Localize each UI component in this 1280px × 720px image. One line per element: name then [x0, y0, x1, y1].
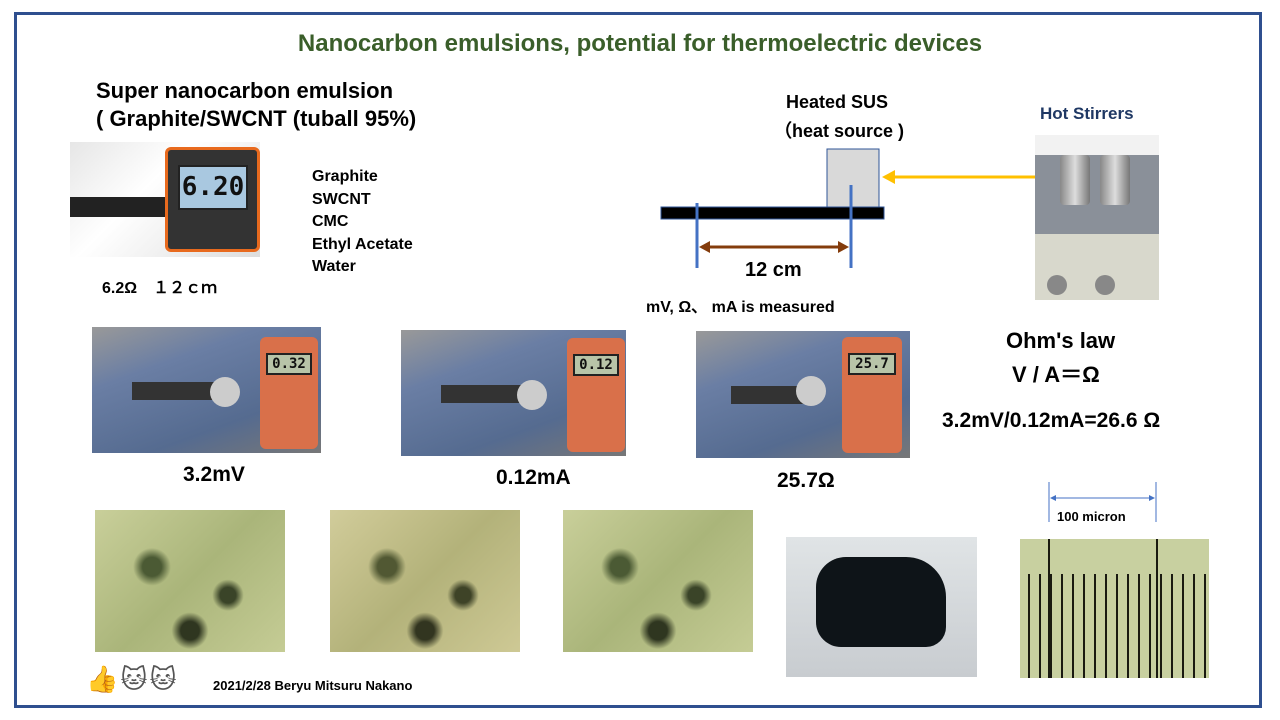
current-photo: 0.12	[401, 330, 626, 456]
meter-display: 6.20	[178, 165, 248, 210]
slide-frame	[14, 12, 1262, 708]
lucky-cat-icon: 🐱	[120, 664, 150, 694]
meter-display: 25.7	[848, 353, 896, 375]
ingredient: SWCNT	[312, 190, 371, 208]
resistance-photo: 6.20	[70, 142, 260, 257]
micrograph-1	[95, 510, 285, 652]
heated-sus-block	[826, 148, 880, 208]
ohms-law-title: Ohm's law	[1006, 328, 1116, 353]
ingredient: Ethyl Acetate	[312, 235, 413, 253]
emulsion-strip	[660, 206, 885, 220]
micrometer-photo	[1020, 539, 1209, 678]
ingredient: Graphite	[312, 168, 378, 185]
hot-stirrers-label: Hot Stirrers	[1040, 104, 1134, 123]
micrograph-2	[330, 510, 520, 652]
footer-credit: 2021/2/28 Beryu Mitsuru Nakano	[213, 678, 413, 693]
ohms-law-formula: V / A＝Ω	[1012, 362, 1100, 387]
ingredient: CMC	[312, 213, 349, 230]
heading-line1: Super nanocarbon emulsion	[96, 78, 394, 103]
hot-stirrer-photo	[1035, 135, 1159, 300]
thumbs-up-icon: 👍	[86, 664, 121, 694]
scale-bar-annotation	[1048, 482, 1157, 522]
emulsion-container-photo	[786, 537, 977, 677]
ingredient-list: Graphite SWCNT CMC Ethyl Acetate Water	[312, 166, 413, 279]
voltage-caption: 3.2mV	[183, 463, 245, 486]
measured-label: mV, Ω、 mA is measured	[646, 299, 835, 316]
meter-display: 0.32	[266, 353, 312, 375]
ingredient: Water	[312, 258, 356, 275]
heat-source-label: Heated SUS	[786, 92, 889, 112]
thermoelectric-diagram	[660, 148, 1054, 268]
heat-source-sublabel: （heat source )	[774, 121, 905, 141]
voltage-photo: 0.32	[92, 327, 321, 453]
ohms-law-calc: 3.2mV/0.12mA=26.6 Ω	[942, 409, 1161, 432]
resistance-setup-caption: 25.7Ω	[777, 469, 835, 492]
footer-icons: 👍🐱🐱	[86, 664, 179, 695]
heading-line2: ( Graphite/SWCNT (tuball 95%)	[96, 106, 417, 131]
current-caption: 0.12mA	[496, 466, 571, 489]
meter-display: 0.12	[573, 354, 619, 376]
resistance-setup-photo: 25.7	[696, 331, 910, 458]
distance-label: 12 cm	[745, 259, 802, 281]
slide-title: Nanocarbon emulsions, potential for ther…	[297, 30, 983, 57]
resistance-caption: 6.2Ω １２ｃｍ	[102, 280, 218, 297]
micrograph-3	[563, 510, 753, 652]
scale-label: 100 micron	[1057, 509, 1126, 524]
lucky-cat-icon: 🐱	[149, 664, 179, 694]
